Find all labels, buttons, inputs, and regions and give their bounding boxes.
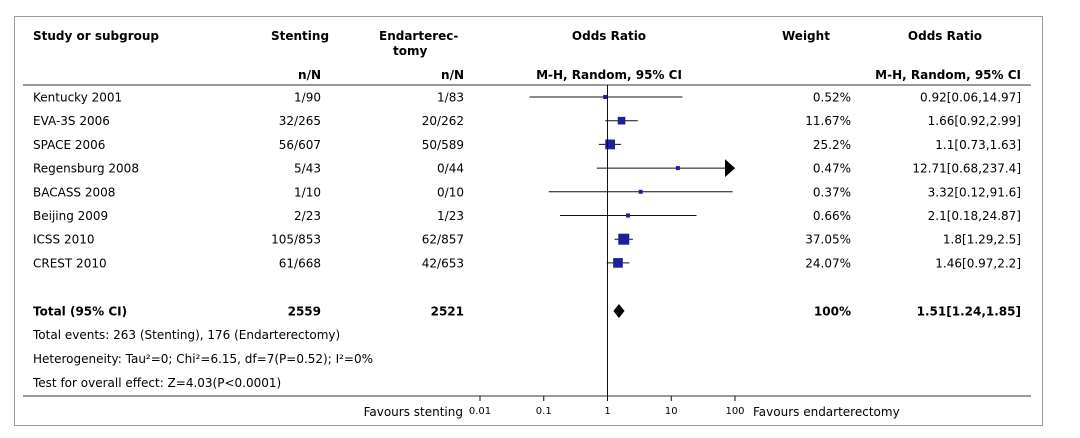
study-weight: 0.52% — [813, 91, 851, 105]
total-stenting: 2559 — [288, 305, 321, 319]
study-weight: 11.67% — [805, 114, 851, 128]
header-weight: Weight — [782, 29, 830, 43]
study-or-ci: 0.92[0.06,14.97] — [920, 91, 1021, 105]
endart-count: 1/83 — [437, 91, 464, 105]
total-weight: 100% — [814, 305, 851, 319]
subheader-or-plot: M-H, Random, 95% CI — [536, 68, 682, 82]
study-name: SPACE 2006 — [33, 138, 105, 152]
study-or-ci: 1.66[0.92,2.99] — [928, 114, 1021, 128]
point-estimate — [605, 139, 616, 150]
point-estimate — [618, 233, 630, 245]
point-estimate — [617, 116, 626, 125]
axis-tick-label: 1 — [604, 406, 610, 417]
study-name: Regensburg 2008 — [33, 162, 139, 176]
favours-left-label: Favours stenting — [364, 405, 463, 419]
table-row: BACASS 2008 1/10 0/10 0.37% 3.32[0.12,91.6] — [33, 185, 1021, 199]
total-label: Total (95% CI) — [33, 305, 127, 319]
table-row: EVA-3S 2006 32/265 20/262 11.67% 1.66[0.92,2… — [33, 114, 1021, 128]
table-row: Kentucky 2001 1/90 1/83 0.52% 0.92[0.06,14.9… — [33, 91, 1021, 105]
header-or-plot: Odds Ratio — [572, 29, 646, 43]
total-or-ci: 1.51[1.24,1.85] — [917, 305, 1021, 319]
study-or-ci: 3.32[0.12,91.6] — [928, 185, 1021, 199]
pooled-diamond — [613, 304, 625, 318]
stenting-count: 1/90 — [294, 91, 321, 105]
note-heterogeneity: Heterogeneity: Tau²=0; Chi²=6.15, df=7(P… — [33, 352, 373, 366]
subheader-or-text: M-H, Random, 95% CI — [875, 68, 1021, 82]
table-row: CREST 2010 61/668 42/653 24.07% 1.46[0.97,2.… — [33, 256, 1021, 270]
study-or-ci: 1.46[0.97,2.2] — [935, 256, 1021, 270]
study-name: ICSS 2010 — [33, 233, 95, 247]
study-or-ci: 1.1[0.73,1.63] — [935, 138, 1021, 152]
header-study: Study or subgroup — [33, 29, 159, 43]
study-or-ci: 12.71[0.68,237.4] — [912, 162, 1021, 176]
study-name: Beijing 2009 — [33, 209, 108, 223]
endart-count: 42/653 — [422, 256, 464, 270]
x-axis: 0.01 0.1 1 10 100 — [469, 396, 745, 417]
ci-arrow — [725, 159, 735, 178]
header-endart-line2: tomy — [393, 44, 427, 58]
point-estimate — [625, 213, 631, 218]
point-estimate — [675, 166, 680, 171]
table-row: SPACE 2006 56/607 50/589 25.2% 1.1[0.73,1.63… — [33, 138, 1021, 152]
study-weight: 37.05% — [805, 233, 851, 247]
study-weight: 0.66% — [813, 209, 851, 223]
subheader-endart: n/N — [441, 68, 464, 82]
study-name: Kentucky 2001 — [33, 91, 122, 105]
endart-count: 1/23 — [437, 209, 464, 223]
point-estimate — [613, 258, 623, 268]
plot-marks — [529, 85, 735, 396]
header-stenting: Stenting — [271, 29, 329, 43]
study-or-ci: 2.1[0.18,24.87] — [928, 209, 1021, 223]
table-row: Beijing 2009 2/23 1/23 0.66% 2.1[0.18,24.87] — [33, 209, 1021, 223]
stenting-count: 32/265 — [279, 114, 321, 128]
endart-count: 0/10 — [437, 185, 464, 199]
endart-count: 0/44 — [437, 162, 464, 176]
stenting-count: 2/23 — [294, 209, 321, 223]
study-name: CREST 2010 — [33, 256, 107, 270]
header-endart-line1: Endarterec- — [379, 29, 458, 43]
study-weight: 0.37% — [813, 185, 851, 199]
axis-tick-label: 10 — [665, 406, 678, 417]
forest-plot-frame: Study or subgroup Stenting Endarterec- t… — [14, 16, 1043, 426]
point-estimate — [638, 189, 643, 194]
forest-plot: Study or subgroup Stenting Endarterec- t… — [23, 29, 1031, 419]
study-name: EVA-3S 2006 — [33, 114, 110, 128]
stenting-count: 56/607 — [279, 138, 321, 152]
study-weight: 24.07% — [805, 256, 851, 270]
stenting-count: 1/10 — [294, 185, 321, 199]
favours-right-label: Favours endarterectomy — [753, 405, 900, 419]
total-row: Total (95% CI) 2559 2521 100% 1.51[1.24,1.85… — [33, 305, 1021, 319]
note-overall-effect: Test for overall effect: Z=4.03(P<0.0001… — [32, 376, 281, 390]
subheader-stenting: n/N — [298, 68, 321, 82]
stenting-count: 105/853 — [271, 233, 321, 247]
total-endart: 2521 — [431, 305, 464, 319]
note-total-events: Total events: 263 (Stenting), 176 (Endar… — [32, 328, 340, 342]
study-rows: Kentucky 2001 1/90 1/83 0.52% 0.92[0.06,14.9… — [33, 91, 1021, 319]
endart-count: 20/262 — [422, 114, 464, 128]
study-or-ci: 1.8[1.29,2.5] — [943, 233, 1021, 247]
axis-tick-label: 0.1 — [536, 406, 552, 417]
table-row: ICSS 2010 105/853 62/857 37.05% 1.8[1.29,2.5… — [33, 233, 1021, 247]
axis-tick-label: 100 — [725, 406, 744, 417]
header-or-text: Odds Ratio — [908, 29, 982, 43]
endart-count: 50/589 — [422, 138, 464, 152]
table-row: Regensburg 2008 5/43 0/44 0.47% 12.71[0.68,2… — [33, 162, 1021, 176]
stenting-count: 5/43 — [294, 162, 321, 176]
point-estimate — [603, 95, 608, 99]
study-weight: 0.47% — [813, 162, 851, 176]
study-name: BACASS 2008 — [33, 185, 115, 199]
stenting-count: 61/668 — [279, 256, 321, 270]
axis-tick-label: 0.01 — [469, 406, 491, 417]
endart-count: 62/857 — [422, 233, 464, 247]
study-weight: 25.2% — [813, 138, 851, 152]
